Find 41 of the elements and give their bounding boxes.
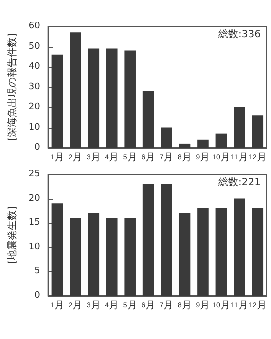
y-axis-title: [深海魚出現の報告件数] <box>6 33 18 142</box>
bar <box>106 218 118 296</box>
y-tick-label: 5 <box>34 266 40 277</box>
y-tick-label: 20 <box>28 194 41 204</box>
y-tick-label: 60 <box>28 22 41 32</box>
bar <box>252 116 264 148</box>
y-tick-label: 25 <box>28 170 40 180</box>
bar <box>88 213 100 296</box>
bar <box>216 134 228 148</box>
bar <box>52 204 64 296</box>
bar <box>179 213 191 296</box>
bar <box>70 32 82 148</box>
bar <box>234 108 246 148</box>
bar <box>179 144 191 148</box>
bar <box>161 184 172 296</box>
bar <box>161 128 172 148</box>
y-tick-label: 10 <box>28 122 41 133</box>
bar <box>142 184 154 296</box>
y-tick-label: 30 <box>28 82 41 92</box>
bar <box>70 218 82 296</box>
y-tick-label: 15 <box>28 218 40 228</box>
y-tick-label: 50 <box>28 42 41 52</box>
bar <box>88 48 100 148</box>
y-axis-title: [地震発生数] <box>6 206 18 264</box>
bar <box>198 208 209 296</box>
y-tick-label: 0 <box>34 291 41 301</box>
bar <box>198 140 209 148</box>
annotation: 総数:221 <box>218 176 262 188</box>
bar <box>252 208 264 296</box>
bar <box>234 198 246 296</box>
bar <box>106 48 118 148</box>
y-tick-label: 0 <box>34 143 41 153</box>
bar <box>124 218 136 296</box>
y-tick-label: 10 <box>28 242 41 252</box>
bar <box>52 54 64 148</box>
bar <box>142 91 154 148</box>
y-tick-label: 40 <box>28 62 41 72</box>
bar <box>124 50 136 148</box>
annotation: 総数:336 <box>218 28 262 40</box>
y-tick-label: 20 <box>28 102 41 112</box>
bar <box>216 208 228 296</box>
